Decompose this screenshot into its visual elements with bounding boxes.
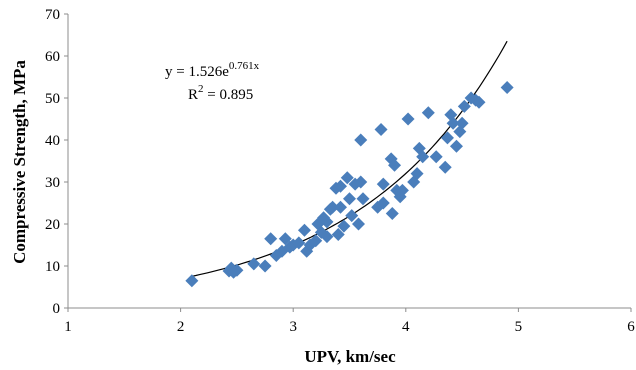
- data-point-marker: [309, 234, 323, 248]
- trendline-group: [191, 40, 508, 277]
- y-tick-label: 60: [45, 49, 60, 65]
- x-tick-label: 2: [177, 319, 185, 335]
- data-point-marker: [345, 209, 359, 223]
- y-tick-label: 50: [45, 91, 60, 107]
- data-point-marker: [449, 139, 463, 153]
- data-point-marker: [297, 223, 311, 237]
- y-tick-label: 20: [45, 217, 60, 233]
- data-point-marker: [354, 175, 368, 189]
- data-point-marker: [333, 179, 347, 193]
- x-tick-label: 4: [402, 319, 410, 335]
- data-point-marker: [292, 236, 306, 250]
- tick-labels: 0 10 20 30 40 50 60 70 1 2 3 4 5 6: [45, 7, 635, 335]
- data-point-marker: [230, 263, 244, 277]
- axes: [67, 14, 631, 309]
- data-point-marker: [446, 116, 460, 130]
- y-tick-label: 70: [45, 7, 60, 23]
- x-tick-label: 5: [515, 319, 523, 335]
- data-point-marker: [354, 133, 368, 147]
- data-point-marker: [264, 232, 278, 246]
- data-point-marker: [343, 192, 356, 206]
- y-tick-label: 40: [45, 133, 60, 149]
- data-point-marker: [438, 160, 452, 174]
- data-point-marker: [401, 112, 415, 126]
- x-tick-label: 6: [627, 319, 635, 335]
- data-point-marker: [376, 177, 390, 191]
- data-point-marker: [376, 196, 390, 210]
- data-point-marker: [429, 150, 443, 164]
- data-point-marker: [472, 95, 486, 109]
- data-point-marker: [500, 81, 514, 94]
- y-tick-label: 30: [45, 175, 60, 191]
- data-point-marker: [455, 116, 469, 130]
- trendline-equation: y = 1.526e0.761x: [165, 60, 260, 80]
- y-tick-label: 10: [45, 259, 60, 275]
- data-points: [185, 81, 514, 288]
- data-point-marker: [320, 230, 334, 244]
- data-point-marker: [320, 215, 334, 229]
- data-point-marker: [410, 167, 424, 181]
- data-point-marker: [185, 274, 199, 288]
- exponential-trendline: [191, 40, 508, 277]
- data-point-marker: [331, 228, 345, 241]
- data-point-marker: [374, 123, 388, 136]
- data-point-marker: [352, 217, 366, 231]
- y-tick-label: 0: [53, 301, 61, 317]
- x-tick-label: 1: [64, 319, 72, 335]
- r-squared-annotation: R2 = 0.895: [188, 83, 253, 103]
- data-point-marker: [388, 158, 402, 172]
- data-point-marker: [340, 171, 354, 185]
- data-point-marker: [385, 207, 399, 220]
- data-point-marker: [356, 192, 370, 206]
- data-point-marker: [258, 259, 272, 273]
- data-point-marker: [326, 200, 340, 214]
- x-axis-title: UPV, km/sec: [304, 347, 396, 366]
- data-point-marker: [440, 131, 454, 145]
- x-tick-label: 3: [289, 319, 297, 335]
- data-point-marker: [247, 257, 261, 271]
- data-point-marker: [421, 106, 435, 120]
- data-point-marker: [457, 99, 471, 113]
- y-axis-title: Compressive Strength, MPa: [10, 60, 29, 264]
- data-point-marker: [333, 200, 347, 214]
- data-point-marker: [337, 219, 351, 233]
- data-point-marker: [395, 183, 409, 197]
- data-point-marker: [416, 150, 430, 164]
